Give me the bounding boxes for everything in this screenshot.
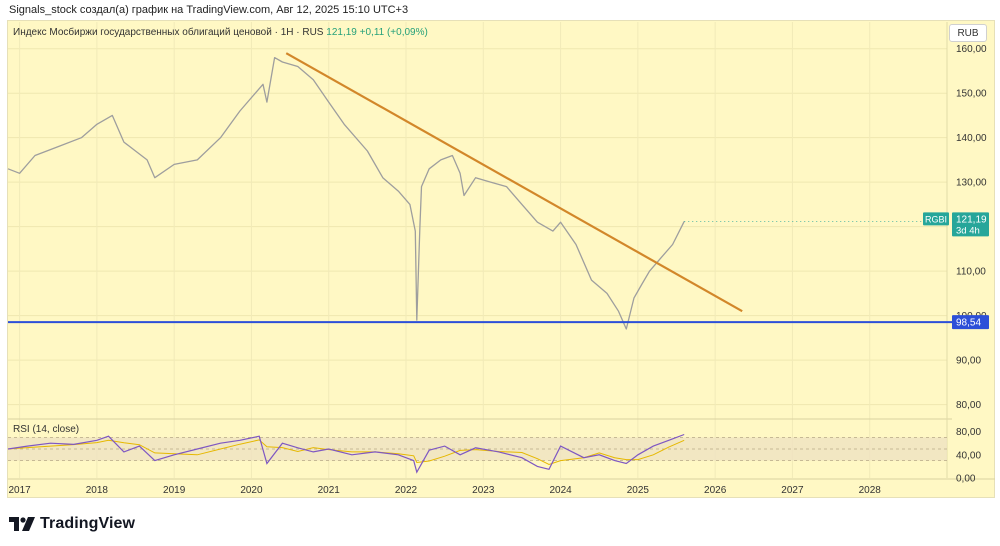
rsi-axis-tick-label: 40,00 [956,450,981,461]
time-axis-tick-label: 2021 [318,485,341,496]
time-axis-tick-label: 2020 [240,485,263,496]
support-level-badge: 98,54 [952,315,989,330]
support-badge-value: 98,54 [956,318,981,329]
time-axis-tick-label: 2018 [86,485,109,496]
time-axis-tick-label: 2024 [549,485,572,496]
rsi-series [7,433,685,474]
time-axis-tick-label: 2025 [627,485,650,496]
rsi-axis-tick-label: 0,00 [956,474,976,485]
descending-trendline [285,52,743,313]
time-axis-tick-label: 2019 [163,485,186,496]
price-series-line [7,56,685,330]
price-axis-tick-label: 140,00 [956,133,987,144]
time-axis-tick-label: 2017 [8,485,31,496]
chart-pane[interactable] [7,20,995,498]
price-axis-tick-label: 150,00 [956,89,987,100]
symbol-legend[interactable]: Индекс Мосбиржи государственных облигаци… [13,27,428,38]
price-series [7,56,685,330]
price-badge-bg [952,212,989,237]
price-axis-tick-label: 90,00 [956,356,981,367]
time-axis-tick-label: 2026 [704,485,727,496]
rsi-axis: 80,00 40,00 0,00 [956,427,981,484]
trendline [285,52,743,313]
support-badge-bg [952,315,989,330]
price-axis-tick-label: 160,00 [956,44,987,55]
price-axis-tick-label: 80,00 [956,400,981,411]
symbol-title: Индекс Мосбиржи государственных облигаци… [13,27,324,38]
time-axis-tick-label: 2023 [472,485,495,496]
ticker-badge-bg [923,212,949,226]
support-line [8,220,952,324]
price-axis-tick-label: 130,00 [956,178,987,189]
rsi-band [8,436,947,462]
time-axis-tick-label: 2028 [859,485,882,496]
time-axis-tick-label: 2027 [781,485,804,496]
tradingview-logo-text: TradingView [40,515,136,532]
time-axis-tick-label: 2022 [395,485,418,496]
ticker-badge-label: RGBI [925,214,947,224]
last-price-value: 121,19 [326,27,357,38]
price-change-value: +0,11 (+0,09%) [359,27,428,38]
time-axis: 2017 2018 2019 2020 2021 2022 2023 2024 2025 2026… [8,485,881,496]
grid-lines [8,22,995,480]
price-badge-value: 121,19 [956,214,987,225]
price-axis-tick-label: 110,00 [956,267,986,278]
chart-author-caption: Signals_stock создал(а) график на Tradin… [9,4,409,16]
tradingview-logo-icon [9,517,35,531]
rsi-line [7,433,685,474]
currency-button[interactable]: RUB [949,24,987,42]
rsi-indicator-label[interactable]: RSI (14, close) [13,424,80,435]
price-badge-countdown: 3d 4h [956,225,980,236]
rsi-axis-tick-label: 80,00 [956,427,981,438]
tradingview-logo: TradingView [9,513,135,535]
